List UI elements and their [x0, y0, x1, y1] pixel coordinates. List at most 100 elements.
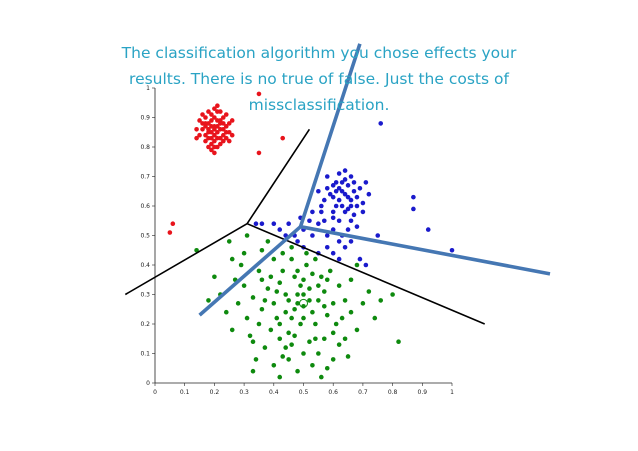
- blue-data-point: [324, 233, 330, 238]
- red-data-point: [203, 138, 208, 144]
- green-data-point: [345, 354, 351, 359]
- blue-data-point: [342, 245, 348, 250]
- green-data-point: [265, 286, 271, 291]
- y-tick-label: 0.3: [140, 292, 150, 299]
- red-data-point: [226, 138, 232, 144]
- green-data-point: [271, 256, 277, 262]
- red-data-point: [203, 115, 208, 120]
- blue-data-point: [345, 227, 351, 232]
- green-data-point: [280, 268, 286, 274]
- green-data-point: [250, 368, 256, 374]
- green-data-point: [360, 301, 366, 306]
- blue-data-point: [336, 171, 342, 176]
- blue-data-point: [324, 174, 330, 179]
- red-data-point: [212, 150, 217, 156]
- red-data-point: [256, 150, 262, 156]
- green-data-point: [313, 336, 318, 342]
- red-data-point: [229, 132, 235, 138]
- red-data-point: [223, 129, 229, 135]
- green-data-point: [304, 250, 309, 256]
- blue-data-point: [336, 239, 342, 244]
- blue-data-point: [342, 177, 348, 182]
- green-data-point: [283, 309, 288, 315]
- green-data-point: [307, 298, 312, 303]
- green-data-point: [268, 327, 274, 333]
- green-data-point: [330, 330, 336, 336]
- green-data-point: [342, 298, 348, 303]
- red-data-point: [215, 118, 220, 123]
- green-data-point: [307, 286, 312, 291]
- blue-data-point: [286, 221, 291, 226]
- y-tick-label: 0.9: [140, 115, 150, 122]
- blue-data-point: [330, 215, 336, 221]
- green-data-point: [286, 298, 291, 303]
- red-data-point: [209, 135, 214, 141]
- green-data-point: [280, 354, 286, 359]
- green-data-point: [292, 274, 297, 280]
- red-data-point: [218, 109, 223, 114]
- green-data-point: [277, 280, 283, 286]
- y-tick-label: 0.5: [140, 233, 150, 240]
- blue-data-point: [348, 218, 354, 224]
- x-tick-label: 0.6: [328, 389, 338, 396]
- green-data-point: [289, 256, 294, 262]
- red-data-point: [221, 121, 226, 126]
- blue-data-point: [324, 245, 330, 250]
- green-data-point: [286, 357, 291, 362]
- blue-data-point: [307, 218, 312, 224]
- y-tick-label: 0.2: [140, 321, 150, 328]
- blue-data-point: [253, 221, 259, 226]
- green-data-point: [244, 315, 250, 321]
- green-data-point: [321, 336, 327, 342]
- y-tick-label: 0.4: [140, 262, 150, 269]
- green-data-point: [212, 274, 217, 280]
- blue-data-point: [348, 197, 354, 203]
- red-data-point: [229, 118, 235, 123]
- green-data-point: [259, 306, 265, 312]
- green-data-point: [277, 374, 283, 380]
- red-data-point: [221, 132, 226, 138]
- green-data-point: [342, 336, 348, 342]
- green-data-point: [333, 321, 339, 327]
- blue-data-point: [342, 168, 348, 173]
- red-data-point: [223, 112, 229, 117]
- green-data-point: [301, 292, 306, 297]
- red-data-point: [197, 118, 202, 123]
- red-data-point: [203, 124, 208, 129]
- blue-data-point: [348, 203, 354, 209]
- red-data-point: [209, 124, 214, 129]
- green-data-point: [241, 283, 247, 288]
- red-data-point: [200, 127, 205, 132]
- green-data-point: [339, 315, 345, 321]
- green-data-point: [289, 315, 294, 321]
- x-tick-label: 0.3: [239, 389, 249, 396]
- red-data-point: [256, 91, 262, 97]
- red-data-point: [221, 138, 226, 144]
- red-data-point: [212, 138, 217, 144]
- y-tick-label: 0: [146, 380, 150, 387]
- x-tick-label: 0.2: [210, 389, 220, 396]
- x-tick-label: 0.8: [388, 389, 398, 396]
- red-data-point: [212, 127, 217, 132]
- green-data-point: [298, 283, 303, 288]
- data-points: [167, 91, 455, 380]
- blue-data-point: [316, 188, 321, 194]
- y-tick-label: 0.1: [140, 351, 150, 358]
- decision-boundaries: [124, 43, 551, 325]
- red-data-point: [194, 135, 199, 141]
- green-data-point: [295, 268, 300, 274]
- green-data-point: [250, 339, 256, 345]
- blue-data-point: [327, 191, 333, 197]
- blue-data-point: [342, 191, 348, 197]
- blue-data-point: [321, 218, 327, 224]
- blue-data-point: [360, 209, 366, 215]
- red-data-point: [194, 127, 199, 132]
- green-data-point: [354, 327, 360, 333]
- green-data-point: [280, 250, 286, 256]
- green-data-point: [229, 327, 235, 333]
- green-data-point: [247, 333, 253, 339]
- blue-data-point: [351, 212, 357, 218]
- red-data-point: [170, 221, 176, 226]
- blue-data-point: [271, 221, 277, 226]
